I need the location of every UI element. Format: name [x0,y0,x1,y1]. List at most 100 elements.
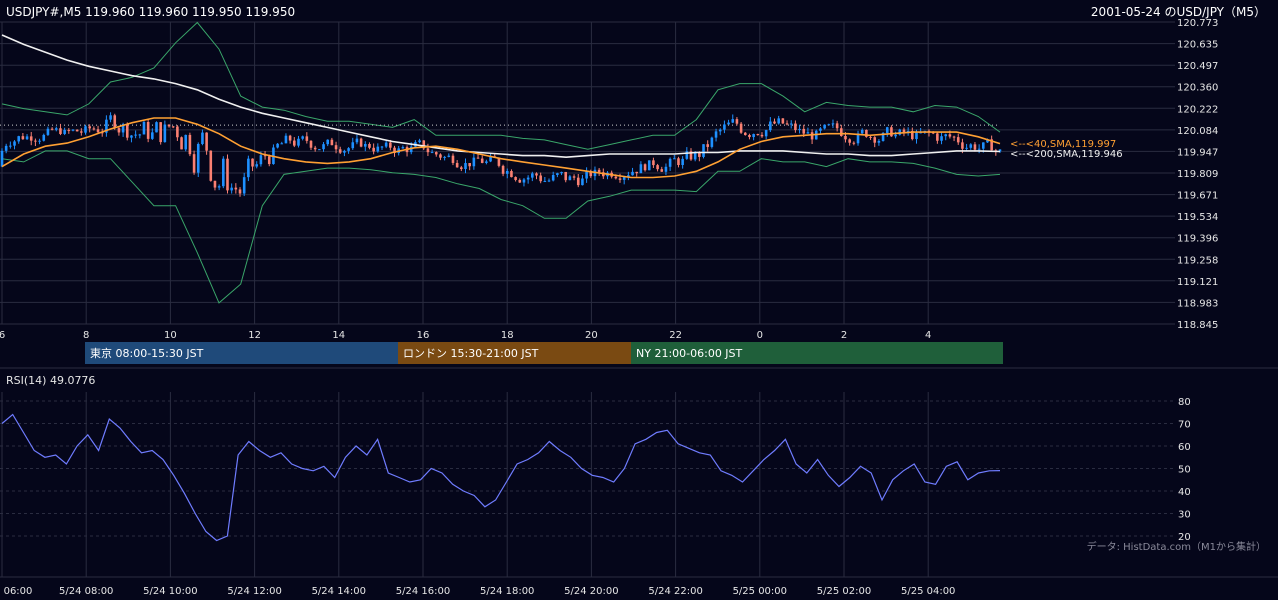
candle-body [510,171,513,178]
candle-body [351,142,355,149]
candle-body [71,129,75,131]
candle-body [898,129,902,135]
candle-body [794,123,797,131]
candle-body [877,140,881,143]
price-tick-label: 118.983 [1177,298,1218,309]
rsi-tick-label: 80 [1178,397,1191,408]
candle-body [217,186,221,188]
candle-body [9,145,12,147]
candle-body [852,142,856,144]
price-tick-label: 119.258 [1177,255,1218,266]
candle-body [389,142,392,148]
rsi-tick-label: 20 [1178,532,1191,543]
candle-body [234,187,238,190]
session-bar: 東京 08:00-15:30 JST ロンドン 15:30-21:00 JST NY… [85,342,1003,364]
candle-body [460,167,463,170]
sma40-line [1,117,1001,179]
candle-body [631,171,634,176]
symbol-info: USDJPY#,M5 119.960 119.960 119.950 119.9… [6,5,295,19]
rsi-tick-label: 60 [1178,442,1191,453]
rsi-line [1,413,1001,542]
candle-body [84,126,87,133]
candle-body [313,147,317,150]
candle-body [334,145,338,150]
time-tick-label: 12 [248,330,261,341]
candle-body [464,163,467,170]
rsi-time-tick-label: 5/25 00:00 [733,586,787,597]
candle-body [409,146,413,153]
candle-body [384,142,388,147]
candle-body [75,129,79,132]
candle-body [501,165,505,174]
candle-body [163,124,167,143]
time-tick-label: 14 [332,330,345,341]
price-tick-label: 120.497 [1177,61,1218,72]
candle-body [447,155,451,157]
candle-body [130,135,133,138]
time-tick-label: 6 [0,330,5,341]
candle-body [322,144,325,150]
candle-body [685,151,689,159]
candle-body [622,177,626,180]
candle-body [848,139,851,143]
candle-body [948,134,952,137]
bollinger-lower [1,150,1001,304]
candle-body [34,140,37,142]
candle-body [840,128,843,137]
candle-body [318,149,321,151]
candle-body [171,126,175,128]
price-tick-label: 119.947 [1177,147,1218,158]
candle-body [873,137,877,143]
candle-body [969,144,973,148]
candle-body [981,142,985,149]
candle-body [368,143,371,148]
candle-body [455,162,459,168]
candle-body [647,160,651,171]
candle-body [489,156,492,162]
candle-body [125,124,129,138]
candle-body [635,171,639,174]
candle-body [518,179,522,183]
candle-body [940,136,943,141]
candle-body [727,122,730,125]
session-label: ロンドン 15:30-21:00 JST [403,347,539,360]
candle-body [355,138,359,143]
candle-body [668,158,672,167]
candle-body [735,119,739,124]
candle-body [59,128,62,134]
price-tick-label: 119.671 [1177,191,1218,202]
price-tick-label: 118.845 [1177,320,1218,331]
candle-body [677,158,680,166]
candle-body [63,129,66,134]
sma40-label: <--<40,SMA,119.997 [1010,139,1116,150]
price-tick-label: 119.809 [1177,169,1218,180]
candle-body [773,121,776,124]
rsi-time-tick-label: 5/25 02:00 [817,586,871,597]
candle-body [681,158,684,166]
rsi-time-tick-label: 5/24 20:00 [564,586,618,597]
candle-body [276,143,279,148]
candle-body [781,118,785,124]
candle-body [748,134,751,138]
candle-body [539,175,542,182]
bollinger-upper [1,21,1001,150]
candle-body [363,143,367,147]
candle-body [213,180,217,188]
candle-body [660,169,664,172]
candle-body [380,146,384,148]
candle-body [343,150,346,153]
time-tick-label: 18 [501,330,514,341]
candle-body [485,161,488,163]
candle-body [656,165,659,170]
price-tick-label: 120.635 [1177,40,1218,51]
time-tick-label: 22 [669,330,682,341]
rsi-tick-label: 40 [1178,487,1191,498]
candle-body [714,131,718,138]
sma200-line [1,34,1001,159]
candle-body [29,136,33,141]
candle-body [831,123,835,125]
candle-body [205,132,208,151]
candle-body [280,143,284,145]
candle-body [881,132,885,141]
candle-body [936,133,939,141]
